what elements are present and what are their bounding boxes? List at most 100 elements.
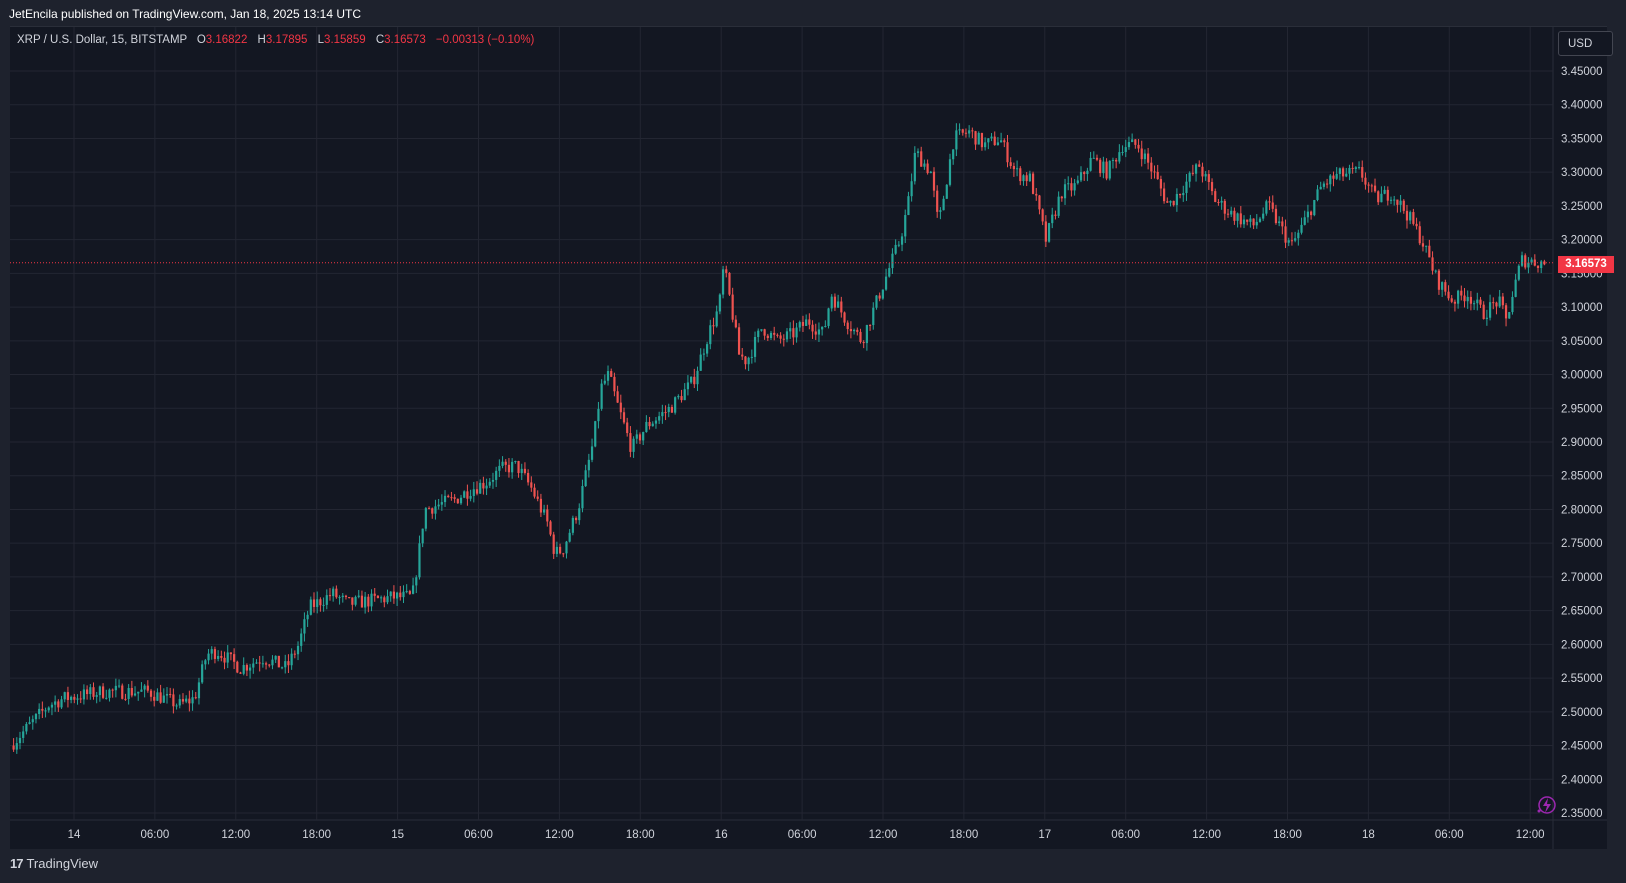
candle-body [1223, 200, 1226, 214]
candle-body [194, 697, 197, 699]
candle-body [1441, 282, 1444, 290]
candle-body [904, 215, 907, 237]
candle-body [616, 391, 619, 403]
candle-body [287, 661, 290, 666]
candle-body [86, 689, 89, 695]
candle-body [798, 322, 801, 328]
candle-body [744, 356, 747, 365]
candle-body [443, 495, 447, 503]
candle-body [594, 421, 597, 447]
candle-body [162, 695, 165, 703]
candle-body [920, 151, 923, 167]
candle-body [1201, 166, 1204, 177]
candle-body [1418, 226, 1421, 244]
candle-body [364, 596, 367, 608]
candle-body [1396, 199, 1399, 205]
candle-body [849, 329, 853, 332]
candle-body [31, 719, 34, 723]
candle-body [1127, 142, 1131, 148]
candle-body [1073, 183, 1076, 191]
candle-body [332, 588, 335, 597]
candle-body [204, 660, 207, 665]
candle-body [485, 485, 488, 489]
candle-body [801, 322, 805, 326]
candle-body [888, 268, 891, 277]
candle-body [482, 482, 485, 489]
candle-body [1488, 302, 1492, 318]
candle-body [1262, 213, 1265, 219]
candle-body [73, 696, 76, 700]
candle-body [558, 546, 562, 554]
candle-body [491, 479, 495, 482]
candle-body [597, 408, 600, 422]
candle-body [993, 136, 996, 146]
candle-body [507, 464, 511, 473]
candle-body [1015, 168, 1019, 170]
candle-body [626, 422, 629, 434]
candle-body [667, 407, 670, 413]
time-tick-label: 17 [1038, 829, 1051, 841]
candle-body [581, 486, 584, 509]
candle-body [913, 152, 916, 182]
candle-body [44, 710, 47, 712]
candle-body [1367, 184, 1370, 186]
candle-body [1284, 226, 1287, 243]
candle-body [1313, 200, 1316, 216]
candle-body [268, 664, 271, 666]
candle-body [1204, 174, 1207, 177]
candle-body [229, 652, 233, 655]
tradingview-logo[interactable]: 17 TradingView [10, 856, 98, 871]
candle-body [782, 338, 785, 340]
candle-body [891, 253, 894, 269]
candle-body [1412, 212, 1415, 224]
candle-body [1476, 299, 1479, 304]
candle-body [159, 692, 162, 703]
time-tick-label: 15 [391, 829, 404, 841]
candle-body [590, 446, 594, 460]
lightning-icon[interactable] [1535, 794, 1557, 816]
candle-body [1498, 296, 1501, 307]
candle-body [469, 495, 472, 499]
candle-body [1092, 157, 1095, 159]
candle-body [843, 312, 846, 323]
price-tick-label: 2.40000 [1561, 774, 1603, 786]
candle-body [565, 541, 568, 554]
time-tick-label: 18:00 [1273, 829, 1302, 841]
candle-body [133, 693, 137, 696]
candle-body [974, 131, 977, 145]
price-tick-label: 2.75000 [1561, 538, 1603, 550]
candle-body [961, 129, 964, 133]
time-tick-label: 12:00 [221, 829, 250, 841]
candle-body [389, 591, 392, 597]
candle-body [865, 325, 868, 344]
candle-body [664, 412, 667, 414]
price-tick-label: 2.60000 [1561, 639, 1603, 651]
candle-body [1028, 173, 1031, 182]
time-tick-label: 06:00 [464, 829, 493, 841]
open-value: 3.16822 [205, 34, 248, 46]
candle-body [373, 593, 376, 596]
candle-body [18, 737, 22, 744]
candle-body [789, 328, 792, 332]
candle-body [1038, 195, 1041, 210]
candle-body [319, 599, 322, 606]
currency-button[interactable]: USD [1558, 31, 1613, 56]
price-axis[interactable]: 3.45000 3.40000 3.35000 3.30000 3.25000 3.200… [1561, 66, 1603, 820]
candle-body [92, 687, 95, 697]
candle-body [258, 662, 261, 664]
candle-body [1290, 240, 1294, 242]
candle-body [475, 489, 479, 494]
candle-body [721, 269, 725, 295]
candle-body [936, 190, 939, 212]
candle-body [1268, 201, 1271, 203]
symbol-name: XRP / U.S. Dollar, 15, BITSTAMP [17, 34, 188, 46]
price-tick-label: 2.50000 [1561, 707, 1603, 719]
change-value: −0.00313 (−0.10%) [435, 34, 535, 46]
candle-body [539, 498, 543, 513]
time-axis[interactable]: 14 06:00 12:00 18:00 15 06:00 12:00 18:00 16 06:0… [68, 829, 1545, 841]
candle-body [1083, 172, 1086, 175]
candle-body [181, 699, 185, 702]
candle-body [1370, 185, 1373, 187]
candle-body [651, 423, 654, 427]
